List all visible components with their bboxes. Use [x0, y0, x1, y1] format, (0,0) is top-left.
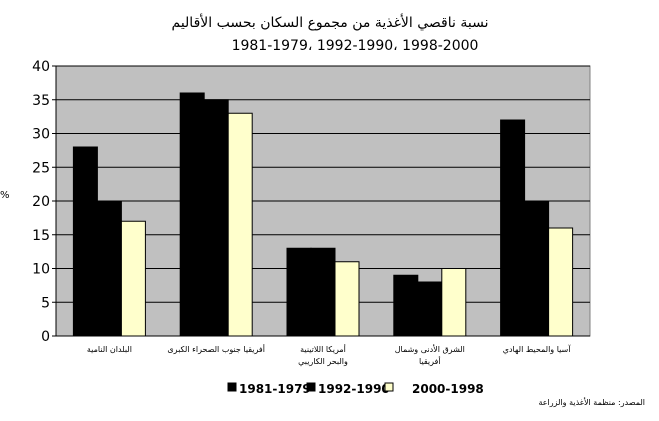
y-tick-label: 0	[41, 329, 50, 345]
x-tick-label: أمريكا اللاتينية	[300, 344, 346, 354]
legend-swatch	[306, 382, 316, 392]
legend: 1981-1979 1992-1990 2000-1998	[227, 382, 484, 396]
y-tick-label: 35	[32, 93, 50, 109]
bars	[72, 92, 574, 337]
chart-subtitle: 1981-1979، 1992-1990، 1998-2000	[232, 38, 479, 54]
chart-title: نسبة ناقصي الأغذية من مجموع السكان بحسب …	[172, 13, 489, 31]
bar	[548, 227, 574, 337]
bar	[441, 268, 467, 337]
bar	[72, 146, 98, 337]
legend-swatch	[227, 382, 237, 392]
x-axis: البلدان النامية أفريقيا جنوب الصحراء الكب…	[87, 344, 571, 366]
bar	[227, 112, 253, 337]
x-tick-label: والبحر الكاريبي	[298, 357, 348, 366]
x-tick-label: أفريقيا	[419, 356, 441, 366]
x-tick-label: الشرق الأدنى وشمال	[395, 344, 465, 354]
bar	[286, 247, 312, 337]
legend-label: 2000-1998	[412, 382, 484, 396]
y-tick-label: 20	[32, 194, 50, 210]
y-tick-label: 30	[32, 127, 50, 143]
source-note: المصدر: منظمة الأغذية والزراعة	[538, 397, 645, 407]
bar	[393, 274, 419, 337]
y-axis: 0 5 10 15 20 25 30 35 40	[32, 59, 57, 345]
x-tick-label: آسيا والمحيط الهادي	[503, 344, 572, 354]
legend-label: 1992-1990	[318, 382, 390, 396]
bar	[120, 220, 146, 337]
bar	[179, 92, 205, 337]
legend-label: 1981-1979	[239, 382, 311, 396]
legend-swatch	[384, 382, 394, 392]
bar	[310, 247, 336, 337]
bar	[203, 99, 229, 337]
x-tick-label: أفريقيا جنوب الصحراء الكبرى	[167, 344, 265, 354]
y-axis-label: %	[0, 190, 10, 201]
bar	[524, 200, 550, 337]
x-tick-label: البلدان النامية	[87, 345, 132, 354]
bar	[334, 261, 360, 337]
bar	[96, 200, 122, 337]
bar	[500, 119, 526, 337]
y-tick-label: 10	[32, 262, 50, 278]
bar	[417, 281, 443, 337]
y-tick-label: 15	[32, 228, 50, 244]
y-tick-label: 40	[32, 59, 50, 75]
y-tick-label: 25	[32, 160, 50, 176]
y-tick-label: 5	[41, 295, 50, 311]
